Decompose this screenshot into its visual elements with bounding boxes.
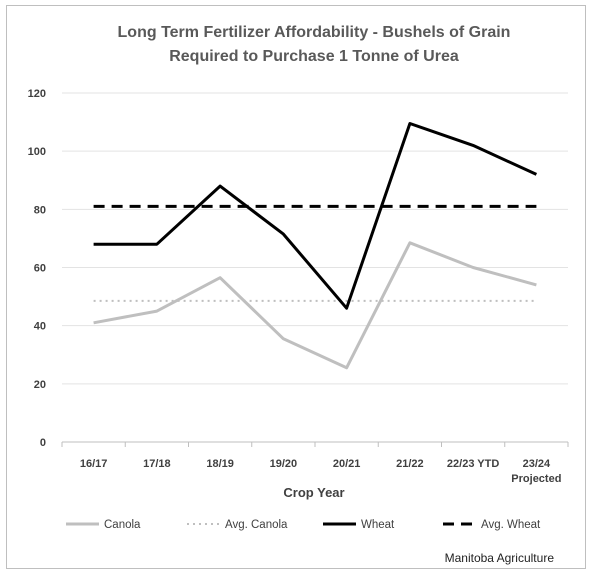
x-tick-label: 18/19 [206, 458, 234, 470]
y-tick-label: 60 [34, 263, 46, 275]
x-tick-label: 19/20 [270, 458, 298, 470]
chart-title: Long Term Fertilizer Affordability - Bus… [118, 24, 511, 65]
y-tick-label: 0 [40, 437, 46, 449]
chart-frame [6, 5, 586, 569]
x-tick-label: 21/22 [396, 458, 424, 470]
x-tick-label: 22/23 YTD [447, 458, 499, 470]
chart-title-line-2: Required to Purchase 1 Tonne of Urea [169, 48, 459, 65]
y-tick-label: 120 [28, 88, 46, 100]
legend-label: Avg. Wheat [481, 519, 541, 531]
y-tick-label: 40 [34, 321, 46, 333]
source-note: Manitoba Agriculture [445, 551, 555, 565]
x-axis-ticks: 16/17 17/18 18/19 19/20 20/21 21/22 22/23 YTD 2… [80, 458, 562, 485]
series-line-canola [93, 241, 537, 370]
x-tick-label: 20/21 [333, 458, 361, 470]
series-line-wheat [93, 122, 538, 310]
legend: Canola Avg. Canola Wheat Avg. Wheat [66, 519, 541, 531]
chart-title-line-1: Long Term Fertilizer Affordability - Bus… [118, 24, 511, 41]
y-tick-label: 80 [34, 204, 46, 216]
y-axis-ticks: 0 20 40 60 80 100 120 [28, 88, 46, 449]
x-tick-label: 23/24 [523, 458, 551, 470]
legend-label: Avg. Canola [225, 519, 288, 531]
x-tick-label: 17/18 [143, 458, 171, 470]
x-axis-title: Crop Year [283, 485, 344, 500]
x-tick-label: 16/17 [80, 458, 108, 470]
x-tick-label: Projected [511, 473, 561, 485]
y-tick-label: 100 [28, 146, 46, 158]
y-tick-label: 20 [34, 379, 46, 391]
series-lines [93, 122, 538, 370]
legend-label: Wheat [361, 519, 395, 531]
legend-label: Canola [104, 519, 141, 531]
